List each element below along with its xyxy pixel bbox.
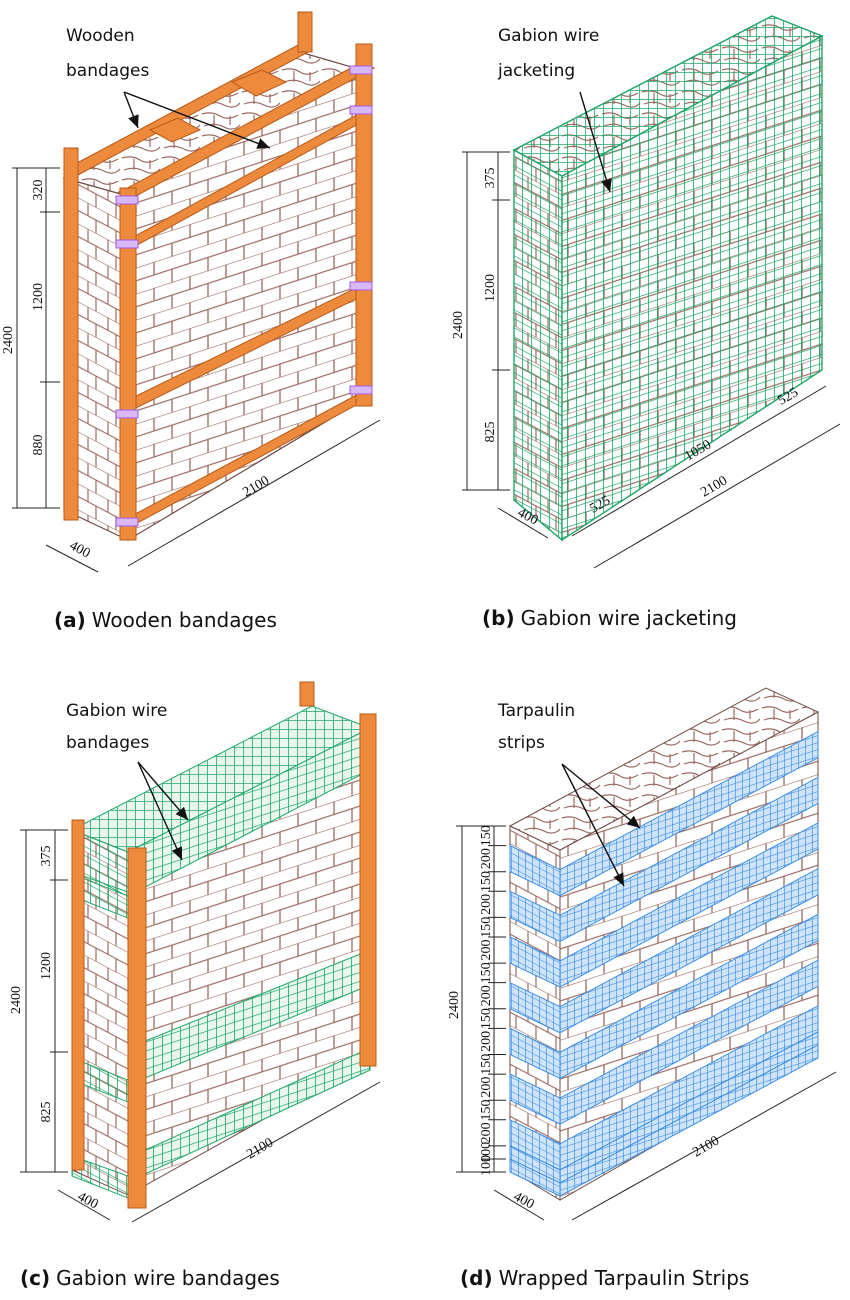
- tarp-strip-front: [559, 867, 819, 1034]
- strip-dim-label: 200: [479, 894, 494, 915]
- dim-mid: 1200: [31, 283, 46, 311]
- strip-dim-label: 200: [479, 1031, 494, 1052]
- label-line1: Gabion wire: [66, 701, 167, 721]
- strip-dim-label: 200: [479, 1077, 494, 1098]
- panel-d-wrapped-tarpaulin-strips: Tarpaulin strips 15020015020015020015020…: [447, 687, 837, 1221]
- strip-dim-label: 150: [479, 825, 494, 846]
- dim-length: 2100: [690, 1133, 722, 1160]
- strip-dim-label: 150: [479, 1054, 494, 1075]
- strip-dim-label: 150: [479, 871, 494, 892]
- label-line2: strips: [498, 733, 545, 753]
- tarp-strip-front: [559, 1044, 819, 1197]
- dim-depth: 400: [75, 1189, 101, 1212]
- panel-a-wooden-bandages: Wooden bandages 2400 320 1200 880 2100 4…: [1, 11, 381, 573]
- caption-tag: (b): [482, 606, 515, 630]
- dim-length: 2100: [240, 473, 272, 500]
- dim-total: 2400: [1, 326, 16, 354]
- strip-dim-label: 150: [479, 1008, 494, 1029]
- tarp-strip-front: [559, 913, 819, 1080]
- post-right-back: [297, 11, 313, 53]
- label-line2: bandages: [66, 733, 149, 753]
- strip-dim-label: 200: [479, 985, 494, 1006]
- dim-top: 375: [483, 168, 498, 189]
- strip-dim-label: 100: [479, 1142, 494, 1163]
- caption-b: (b) Gabion wire jacketing: [482, 606, 737, 630]
- tarp-strip-front: [559, 959, 819, 1126]
- cross-beam-1: [148, 117, 202, 143]
- post-right-back: [299, 681, 315, 707]
- panel-b-gabion-wire-jacketing: Gabion wire jacketing 2400 375 1200 825 …: [451, 15, 841, 569]
- caption-text: Gabion wire bandages: [56, 1266, 280, 1290]
- caption-tag: (c): [20, 1266, 51, 1290]
- caption-tag: (a): [54, 608, 86, 632]
- post-left-back: [63, 147, 79, 521]
- strip-dim-label: 200: [479, 940, 494, 961]
- label-line1: Gabion wire: [498, 26, 599, 46]
- dimension-lines: [456, 825, 837, 1221]
- dim-bot: 825: [483, 422, 498, 443]
- panel-c-gabion-wire-bandages: Gabion wire bandages 2400 375 1200 825 2…: [9, 681, 381, 1223]
- caption-text: Wooden bandages: [91, 608, 277, 632]
- strip-dim-label: 100: [479, 1155, 494, 1176]
- post-left-front: [127, 847, 147, 1209]
- strip-dimension-labels: 1502001502001502001502001502001502001502…: [479, 825, 506, 1176]
- dim-top: 320: [31, 180, 46, 201]
- strip-dim-label: 150: [479, 1099, 494, 1120]
- tarp-strip-front: [559, 776, 819, 943]
- tarpaulin-strips: [509, 730, 819, 1197]
- caption-d: (d) Wrapped Tarpaulin Strips: [460, 1266, 749, 1290]
- caption-text: Gabion wire jacketing: [520, 606, 737, 630]
- dim-length: 2100: [244, 1135, 276, 1162]
- caption-c: (c) Gabion wire bandages: [20, 1266, 280, 1290]
- dim-bot: 880: [31, 435, 46, 456]
- dim-depth: 400: [511, 1189, 537, 1212]
- strip-dim-label: 200: [479, 1122, 494, 1143]
- post-left-front: [119, 187, 137, 541]
- post-left-back: [71, 819, 85, 1171]
- strip-dim-label: 150: [479, 962, 494, 983]
- dimension-lines: [462, 151, 841, 569]
- caption-tag: (d): [460, 1266, 493, 1290]
- post-right-front: [359, 713, 377, 1067]
- dimension-lines: [20, 829, 381, 1223]
- label-line1: Wooden: [66, 26, 135, 46]
- label-line1: Tarpaulin: [497, 701, 575, 721]
- label-line2: bandages: [66, 61, 149, 81]
- dim-total: 2400: [447, 991, 462, 1019]
- dim-mid: 1200: [483, 274, 498, 302]
- caption-text: Wrapped Tarpaulin Strips: [498, 1266, 750, 1290]
- post-right-front: [355, 43, 373, 407]
- strip-dim-label: 200: [479, 848, 494, 869]
- cross-beam-2: [230, 69, 288, 97]
- dim-total: 2400: [451, 311, 466, 339]
- dim-bot: 825: [39, 1102, 54, 1123]
- tarp-strip-front: [559, 822, 819, 988]
- tarp-strip-front: [559, 730, 819, 897]
- label-line2: jacketing: [497, 61, 575, 81]
- dim-length: 2100: [698, 473, 730, 500]
- caption-a: (a) Wooden bandages: [54, 608, 277, 632]
- strip-dim-label: 150: [479, 917, 494, 938]
- purple-ties: [115, 65, 373, 527]
- dim-top: 375: [39, 846, 54, 867]
- wall-top-face: [508, 687, 820, 851]
- dim-total: 2400: [9, 986, 24, 1014]
- dimension-lines: [12, 167, 381, 573]
- dim-mid: 1200: [39, 952, 54, 980]
